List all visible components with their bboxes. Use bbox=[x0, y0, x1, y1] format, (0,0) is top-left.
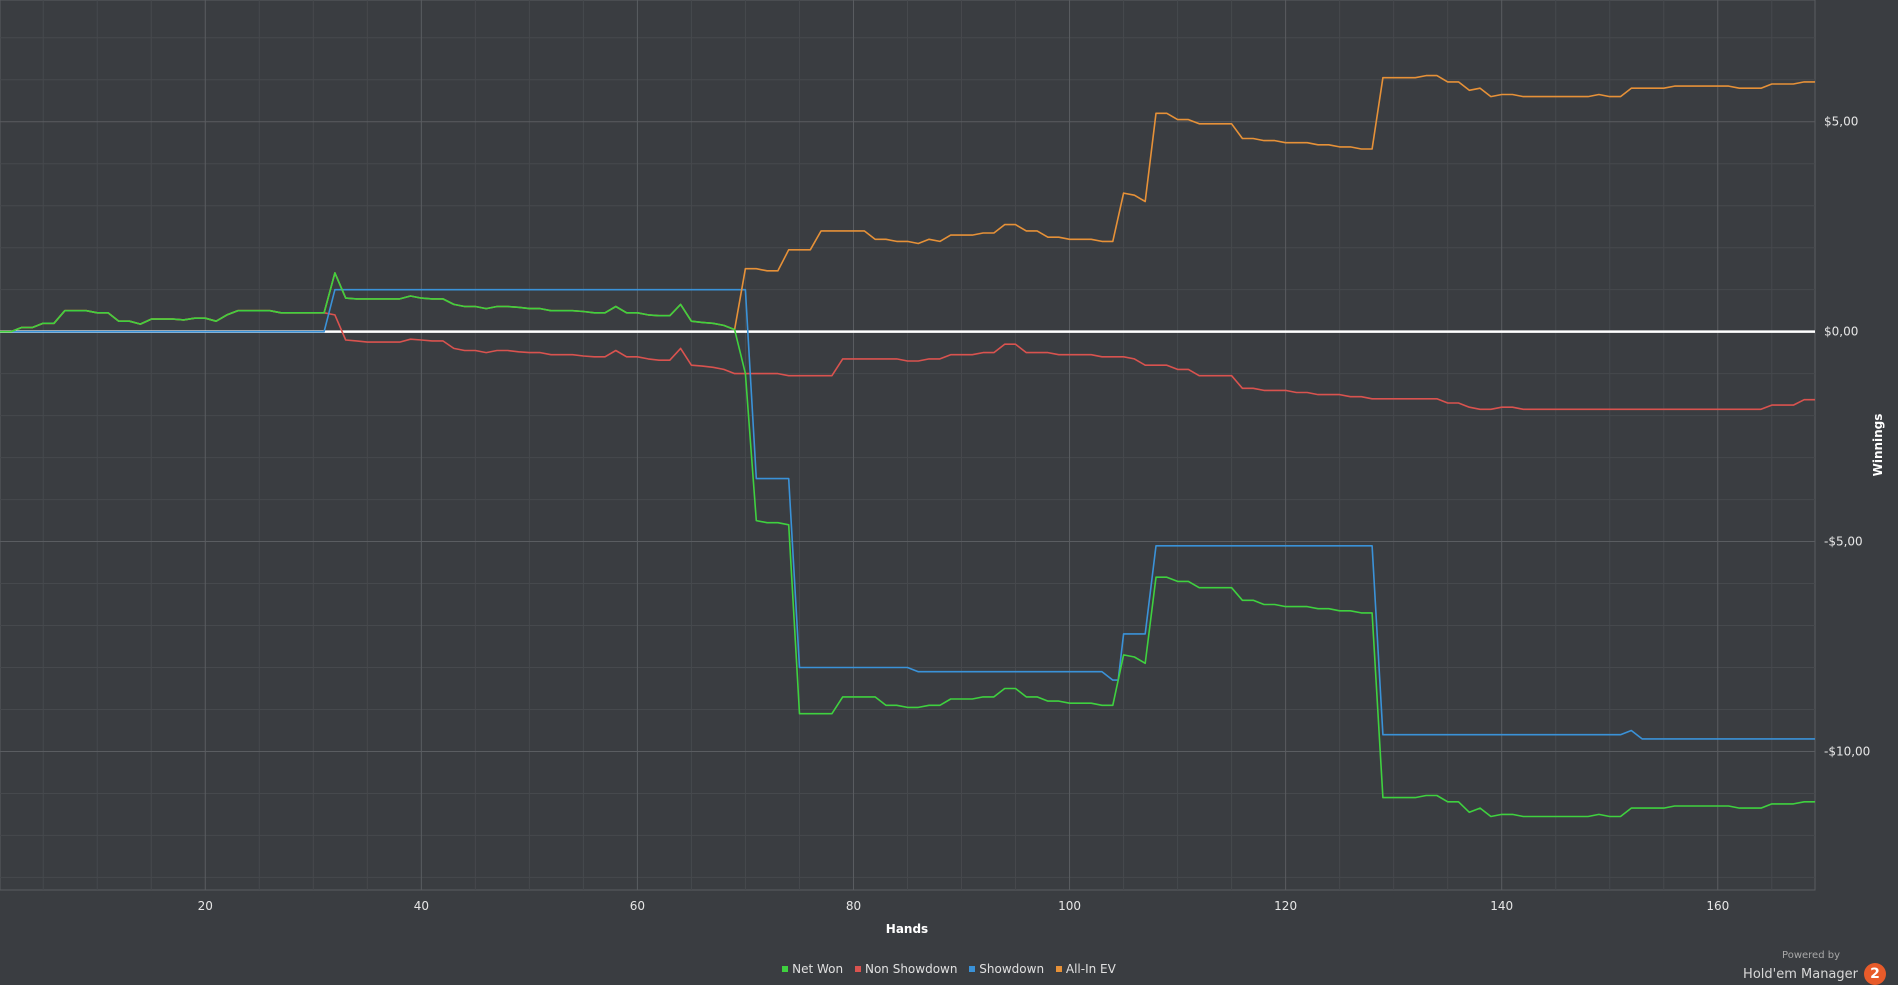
x-tick-label: 160 bbox=[1706, 899, 1729, 913]
legend-label: Non Showdown bbox=[864, 962, 958, 976]
legend-label: Net Won bbox=[792, 962, 844, 976]
legend-item-allin-ev[interactable]: All-In EV bbox=[1055, 962, 1116, 976]
x-tick-label: 80 bbox=[846, 899, 861, 913]
y-axis-label: Winnings bbox=[1871, 414, 1885, 477]
x-axis-ticks: 20 40 60 80 100 120 140 160 bbox=[198, 899, 1730, 913]
y-tick-label: -$10,00 bbox=[1824, 744, 1870, 758]
brand-logo: Powered by Hold'em Manager 2 bbox=[1743, 950, 1886, 985]
x-tick-label: 40 bbox=[414, 899, 429, 913]
legend-label: Showdown bbox=[979, 962, 1045, 976]
x-tick-label: 60 bbox=[630, 899, 645, 913]
allin-ev-swatch bbox=[1055, 965, 1062, 972]
series-line-net-won bbox=[0, 272, 1815, 818]
legend-item-showdown[interactable]: Showdown bbox=[969, 962, 1044, 976]
legend-item-non-showdown[interactable]: Non Showdown bbox=[854, 962, 958, 976]
x-tick-label: 20 bbox=[198, 899, 213, 913]
legend-item-net-won[interactable]: Net Won bbox=[782, 962, 843, 976]
showdown-swatch bbox=[969, 965, 976, 972]
grid bbox=[0, 0, 1816, 891]
brand-name: Hold'em Manager bbox=[1743, 966, 1858, 982]
y-tick-label: -$5,00 bbox=[1824, 535, 1863, 549]
legend-label: All-In EV bbox=[1065, 962, 1116, 976]
net-won-swatch bbox=[782, 965, 789, 972]
powered-by-text: Powered by bbox=[1782, 950, 1840, 961]
x-axis-label: Hands bbox=[886, 922, 928, 936]
x-tick-label: 120 bbox=[1274, 899, 1297, 913]
legend: Net Won Non Showdown Showdown All-In EV bbox=[0, 962, 1898, 976]
series-lines bbox=[0, 74, 1815, 818]
series-line-showdown bbox=[0, 288, 1815, 740]
y-tick-label: $0,00 bbox=[1824, 325, 1858, 339]
x-tick-label: 140 bbox=[1490, 899, 1513, 913]
hm2-badge-icon: 2 bbox=[1864, 963, 1886, 985]
non-showdown-swatch bbox=[854, 965, 861, 972]
y-axis-ticks: $5,00 $0,00 -$5,00 -$10,00 bbox=[1824, 115, 1870, 759]
x-tick-label: 100 bbox=[1058, 899, 1081, 913]
y-tick-label: $5,00 bbox=[1824, 115, 1858, 129]
